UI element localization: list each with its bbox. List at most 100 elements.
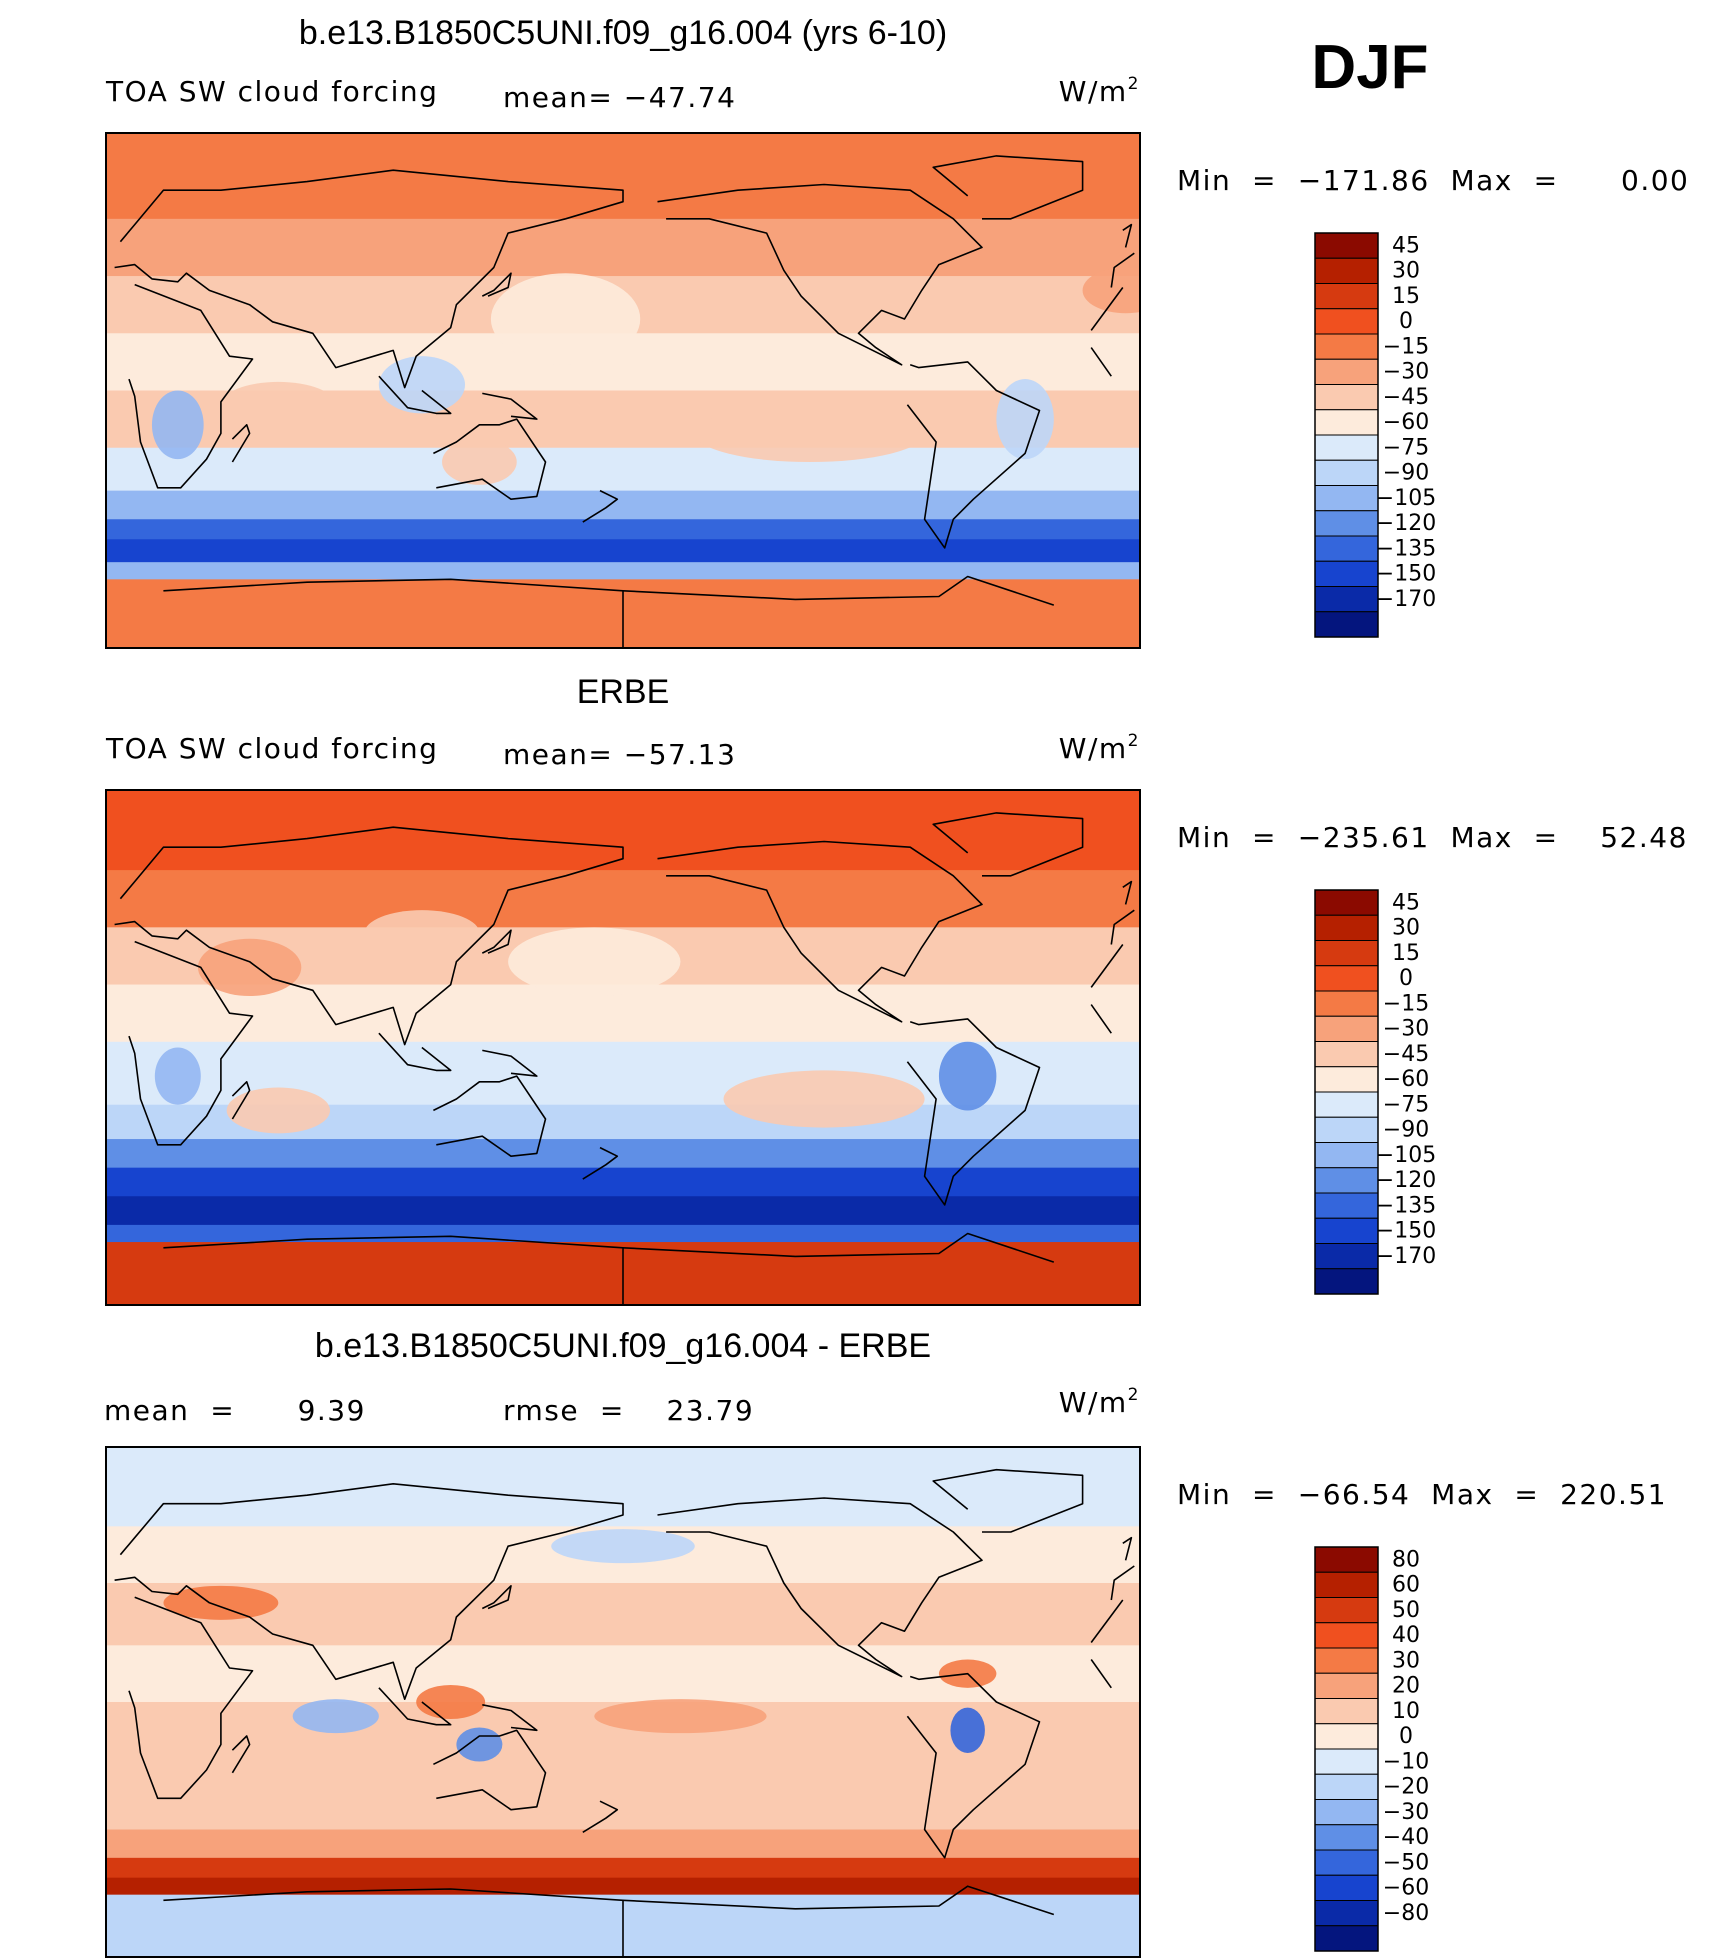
colorbar-tick-label: −170 [1376, 587, 1436, 612]
colorbar-swatch [1314, 560, 1379, 587]
colorbar-tick-label: −50 [1383, 1850, 1429, 1875]
colorbar-tick-label: −30 [1383, 1800, 1429, 1825]
colorbar-swatch [1314, 1142, 1379, 1169]
colorbar-tick-label: 0 [1399, 309, 1413, 334]
min-max-readout: Min = −235.61 Max = 52.48 [1177, 821, 1688, 854]
coastline-segment [1090, 944, 1124, 988]
coastline-segment [657, 1497, 983, 1678]
colorbar-swatch [1314, 333, 1379, 360]
field-contour [154, 1047, 201, 1105]
coastline-segment [582, 489, 619, 523]
field-contour [292, 1699, 379, 1734]
colorbar-swatch [1314, 1900, 1379, 1927]
coastline-segment [1122, 223, 1133, 248]
colorbar-swatch [1314, 1773, 1379, 1800]
field-contour [594, 1699, 767, 1734]
colorbar-tick-label: −60 [1383, 1876, 1429, 1901]
colorbar-tick-label: −60 [1383, 410, 1429, 435]
coastline-segment [433, 1075, 547, 1157]
colorbar-swatch [1314, 1192, 1379, 1219]
colorbar-tick-label: −40 [1383, 1825, 1429, 1850]
colorbar-swatch [1314, 358, 1379, 385]
colorbar-swatch [1314, 409, 1379, 436]
colorbar-swatch [1314, 1243, 1379, 1270]
colorbar-swatch [1314, 1748, 1379, 1775]
colorbar-tick-label: 40 [1392, 1623, 1420, 1648]
colorbar-swatch [1314, 1571, 1379, 1598]
coastline-icon [114, 812, 1135, 1305]
coastline-segment [481, 929, 512, 954]
coastline-segment [657, 840, 983, 1023]
colorbar-tick-label: 10 [1392, 1699, 1420, 1724]
field-contour [694, 404, 925, 463]
colorbar-swatch [1314, 1874, 1379, 1901]
colorbar-swatch [1314, 485, 1379, 512]
coastline-segment [582, 1146, 619, 1180]
colorbar-swatch [1314, 308, 1379, 335]
units-text: W/m [1059, 75, 1128, 108]
units-text: W/m [1059, 1386, 1128, 1419]
units-exponent: 2 [1128, 731, 1140, 751]
colorbar-tick-label: −90 [1383, 1118, 1429, 1143]
field-contour [220, 381, 336, 428]
coastline-segment [378, 375, 452, 415]
colorbar-swatch [1314, 1167, 1379, 1194]
colorbar-swatch [1314, 1849, 1379, 1876]
panel-units: W/m2 [1059, 1385, 1140, 1419]
coastline-segment [1090, 1599, 1124, 1643]
field-contour [378, 356, 466, 414]
coastline-segment [378, 1687, 452, 1726]
coastline-segment [163, 1888, 624, 1957]
colorbar-swatch [1314, 1925, 1379, 1952]
colorbar-tick-label: −120 [1376, 1168, 1436, 1193]
panel-title: b.e13.B1850C5UNI.f09_g16.004 - ERBE [315, 1327, 931, 1365]
field-band [106, 1758, 1140, 1831]
coastline-segment [481, 272, 512, 297]
colorbar-swatch [1314, 611, 1379, 638]
colorbar-tick-label: 60 [1392, 1573, 1420, 1598]
panel-units: W/m2 [1059, 731, 1140, 765]
colorbar-tick-label: −80 [1383, 1901, 1429, 1926]
colorbar-swatch [1314, 257, 1379, 284]
colorbar: 4530150−15−30−45−60−75−90−105−120−135−15… [1314, 232, 1436, 638]
colorbar-swatch [1314, 1091, 1379, 1118]
coastline-segment [1110, 252, 1135, 288]
units-exponent: 2 [1128, 74, 1140, 94]
season-label: DJF [1311, 33, 1428, 102]
colorbar-tick-label: −45 [1383, 385, 1429, 410]
coastline-segment [114, 169, 624, 389]
field-contour [456, 1727, 503, 1762]
field-contour [416, 1685, 486, 1719]
colorbar-tick-label: 15 [1392, 284, 1420, 309]
map-frame [105, 1446, 1141, 1958]
panel-center-label: mean= −57.13 [503, 738, 736, 771]
coastline-segment [482, 1704, 538, 1732]
colorbar-tick-label: 30 [1392, 916, 1420, 941]
colorbar-swatch [1314, 434, 1379, 461]
coastline-segment [1090, 347, 1112, 377]
coastline-segment [114, 826, 624, 1046]
coastline-segment [622, 1885, 1055, 1916]
colorbar-tick-label: −30 [1383, 1017, 1429, 1042]
colorbar-frame [1314, 1546, 1379, 1952]
coastline-segment [657, 183, 983, 366]
panel-left-label: TOA SW cloud forcing [105, 732, 438, 765]
coastline-icon [114, 155, 1135, 648]
colorbar-tick-label: −15 [1383, 334, 1429, 359]
coastline-segment [1122, 880, 1133, 905]
coastline-segment [128, 283, 254, 489]
field-band [106, 1857, 1140, 1879]
colorbar-swatch [1314, 1622, 1379, 1649]
field-contour [938, 1041, 997, 1111]
panel-left-label: mean = 9.39 [104, 1394, 366, 1427]
field-contour [723, 1070, 925, 1128]
colorbar-swatch [1314, 1723, 1379, 1750]
field-contour [490, 273, 641, 365]
coastline-segment [582, 1800, 619, 1833]
colorbar-swatch [1314, 1799, 1379, 1826]
field-contour [364, 910, 480, 956]
colorbar-swatch [1314, 940, 1379, 967]
coastline-segment [163, 1235, 624, 1305]
colorbar-swatch [1314, 1647, 1379, 1674]
